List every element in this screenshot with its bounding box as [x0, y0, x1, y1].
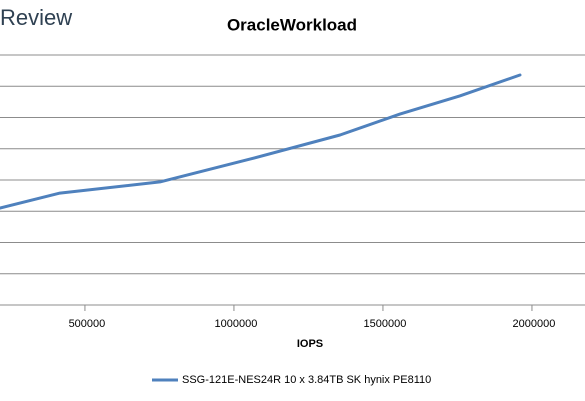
x-tick-label: 1000000	[215, 318, 258, 330]
x-tick-label: 2000000	[513, 318, 556, 330]
x-tick-label: 500000	[69, 318, 106, 330]
legend-label: SSG-121E-NES24R 10 x 3.84TB SK hynix PE8…	[182, 374, 431, 386]
x-tick-label: 1500000	[364, 318, 407, 330]
chart-title: OracleWorkload	[227, 15, 357, 34]
x-axis-label: IOPS	[297, 338, 323, 350]
data-line	[0, 73, 522, 210]
brand: Review	[0, 5, 72, 30]
